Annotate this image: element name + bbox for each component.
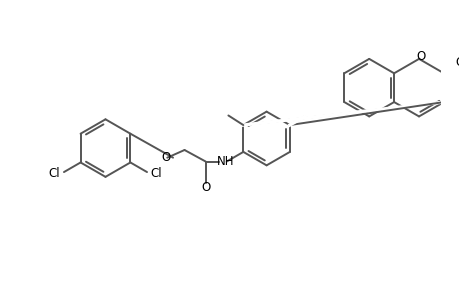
Text: Cl: Cl (151, 167, 162, 181)
Text: O: O (415, 50, 425, 64)
Text: Cl: Cl (48, 167, 60, 181)
Text: O: O (201, 181, 210, 194)
Text: O: O (455, 56, 459, 69)
Text: NH: NH (217, 155, 234, 168)
Text: O: O (162, 151, 171, 164)
